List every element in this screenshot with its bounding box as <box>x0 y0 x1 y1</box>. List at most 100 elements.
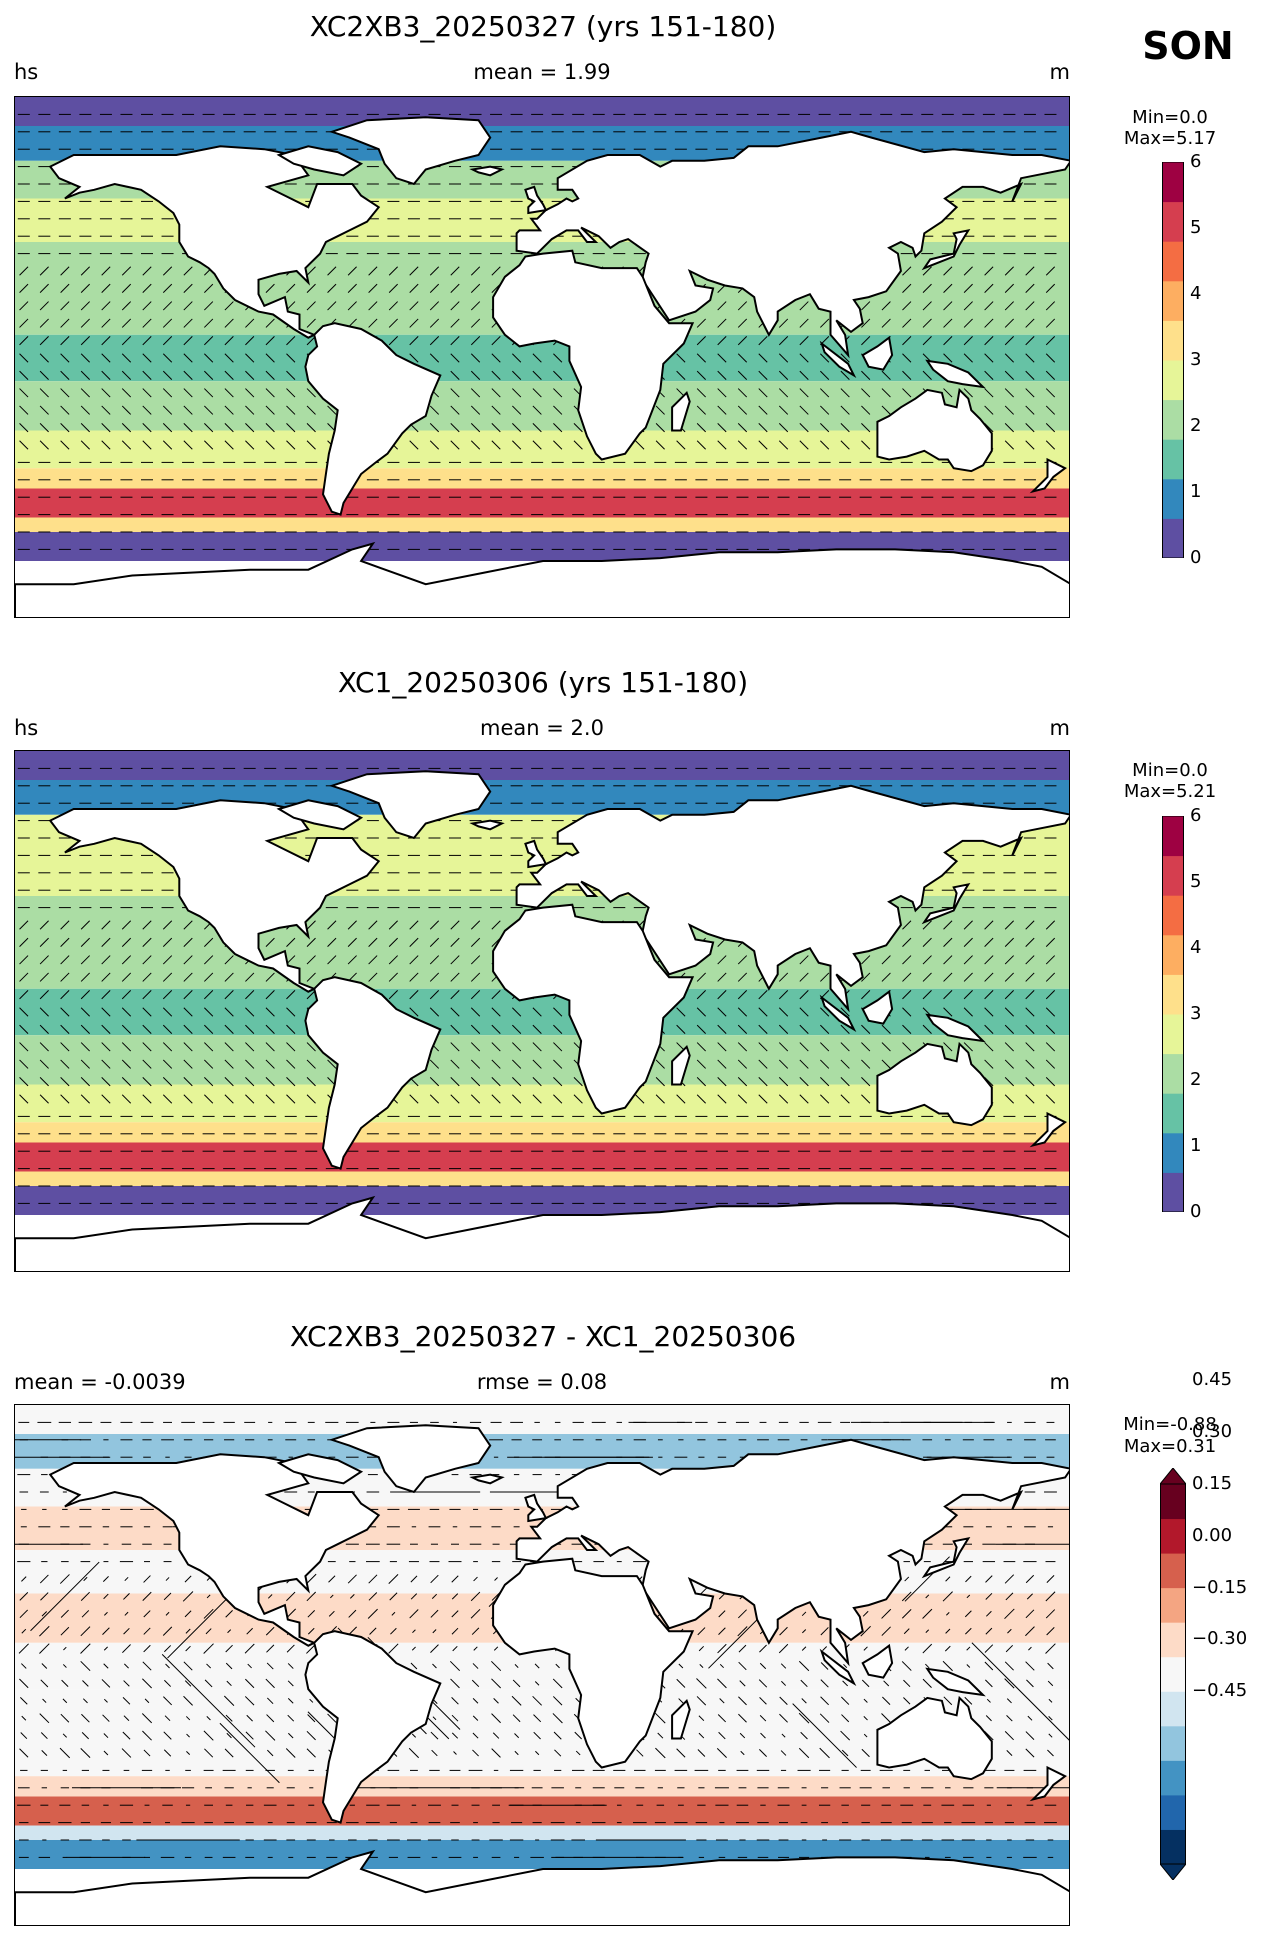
wave-arrow <box>820 1077 830 1087</box>
wave-arrow <box>470 318 481 328</box>
wave-arrow <box>60 370 70 380</box>
wave-arrow <box>431 1593 438 1599</box>
wave-arrow <box>800 1679 808 1688</box>
wave-arrow <box>779 1696 788 1705</box>
wave-arrow <box>81 1610 90 1618</box>
wave-arrow <box>1025 423 1035 433</box>
colorbar-tick-label: 0.00 <box>1192 1524 1233 1546</box>
wave-arrow <box>306 1573 317 1585</box>
wave-arrow <box>204 301 214 311</box>
wave-arrow <box>882 1696 891 1705</box>
wave-arrow <box>575 1750 581 1756</box>
wave-arrow <box>101 1077 111 1087</box>
wave-arrow <box>411 1733 417 1738</box>
wave-arrow <box>265 336 275 346</box>
wave-arrow <box>984 1042 994 1052</box>
wave-arrow <box>861 1024 871 1034</box>
land-iceland <box>469 819 505 831</box>
wave-arrow <box>1027 1715 1033 1721</box>
wave-arrow <box>347 937 357 947</box>
wave-arrow <box>409 353 419 363</box>
wave-arrow <box>82 1698 88 1704</box>
wave-arrow <box>101 370 111 380</box>
wave-arrow <box>1025 370 1035 380</box>
wave-arrow <box>409 1609 419 1619</box>
wave-arrow <box>287 1714 295 1722</box>
wave-arrow <box>39 1007 49 1017</box>
wave-arrow <box>451 1593 459 1600</box>
wave-arrow <box>204 1679 213 1688</box>
wave-arrow <box>696 1678 707 1689</box>
wave-arrow <box>162 1094 173 1104</box>
wave-arrow <box>39 405 49 415</box>
colorbar-segment <box>1162 816 1184 857</box>
wave-arrow <box>984 353 994 363</box>
wave-arrow <box>80 1626 91 1637</box>
wave-arrow <box>781 1733 786 1738</box>
wave-arrow <box>676 1748 686 1758</box>
wave-arrow <box>943 1042 953 1052</box>
land-borneo <box>861 1643 894 1679</box>
wave-arrow <box>491 1042 501 1052</box>
colorbar-min: Min=-0.88 <box>1123 1414 1217 1435</box>
land-sumatra <box>819 340 857 379</box>
wave-arrow <box>1025 1042 1035 1052</box>
land-madagascar <box>671 1044 691 1086</box>
wave-arrow <box>306 301 316 311</box>
colorbar-segment <box>1162 518 1184 559</box>
wave-arrow <box>60 283 70 293</box>
wave-arrow <box>470 423 481 433</box>
wave-arrow <box>984 972 994 982</box>
wave-arrow <box>925 1629 930 1634</box>
wave-arrow <box>19 266 29 276</box>
panel-units-label: m <box>1049 716 1070 740</box>
wave-arrow <box>245 972 255 982</box>
land-japan <box>921 882 971 925</box>
wave-arrow <box>470 336 481 346</box>
wave-arrow <box>470 937 481 947</box>
wave-arrow <box>655 1077 665 1087</box>
wave-arrow <box>121 955 132 965</box>
wave-arrow <box>798 1712 810 1724</box>
wave-arrow <box>83 1576 88 1582</box>
wave-arrow <box>943 266 953 276</box>
wave-arrow <box>39 423 49 433</box>
wave-arrow <box>450 1059 460 1069</box>
wave-arrow <box>368 1592 378 1601</box>
wave-arrow <box>861 972 871 982</box>
wave-arrow <box>265 937 275 947</box>
wave-arrow <box>246 1714 253 1722</box>
wave-arrow <box>1045 1059 1056 1069</box>
wave-arrow <box>80 266 90 276</box>
wave-arrow <box>204 1059 214 1069</box>
wave-arrow <box>491 440 501 450</box>
wave-arrow <box>429 266 440 276</box>
wave-arrow <box>245 1077 255 1087</box>
wave-arrow <box>409 266 419 276</box>
wave-arrow <box>798 1660 810 1672</box>
wave-arrow <box>451 1714 459 1722</box>
wave-arrow <box>309 1698 314 1703</box>
wave-arrow <box>121 440 132 450</box>
wave-arrow <box>266 1644 275 1653</box>
wave-arrow <box>512 1714 521 1723</box>
wave-arrow <box>451 1697 459 1705</box>
wave-arrow <box>429 1094 440 1104</box>
wave-arrow <box>430 1731 439 1740</box>
wave-arrow <box>717 955 727 965</box>
wave-arrow <box>101 1042 111 1052</box>
land-japan <box>921 1536 971 1579</box>
wave-arrow <box>265 1042 275 1052</box>
wave-arrow <box>224 1748 234 1758</box>
wave-arrow <box>286 1059 296 1069</box>
wave-arrow <box>470 1059 481 1069</box>
wave-arrow <box>922 1643 933 1654</box>
wave-arrow <box>19 1042 29 1052</box>
colorbar-segment <box>1162 241 1184 282</box>
wave-arrow <box>39 1024 49 1034</box>
wave-arrow <box>431 1749 438 1757</box>
wave-arrow <box>843 1663 848 1669</box>
wave-arrow <box>717 1007 727 1017</box>
land-africa <box>492 249 695 461</box>
wave-arrow <box>286 370 296 380</box>
